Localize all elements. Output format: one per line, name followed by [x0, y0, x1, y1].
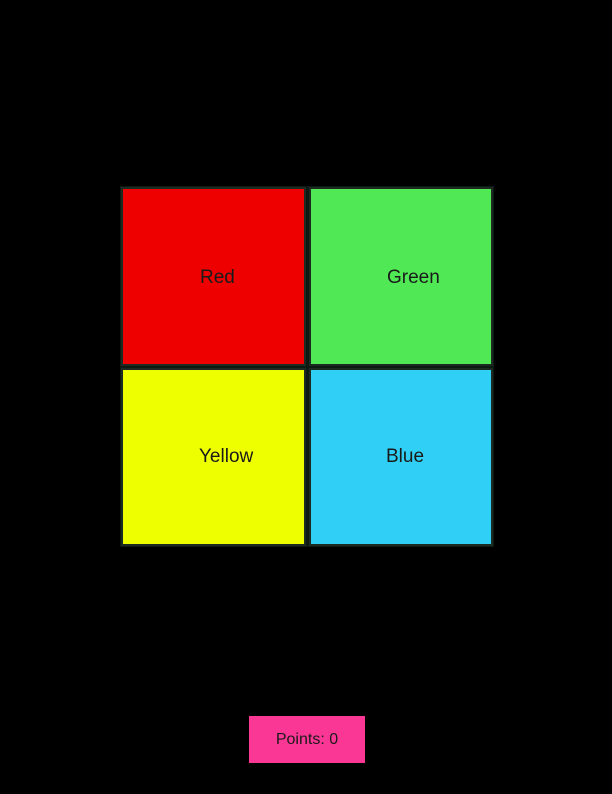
blue-tile-label: Blue: [386, 446, 425, 467]
green-tile[interactable]: Green: [309, 187, 493, 366]
green-tile-label: Green: [387, 267, 440, 288]
red-tile[interactable]: Red: [121, 187, 306, 366]
yellow-tile[interactable]: Yellow: [121, 368, 306, 546]
points-counter-text: Points: 0: [275, 730, 339, 748]
color-board: Red Green Yellow Blue: [120, 186, 494, 547]
red-tile-label: Red: [200, 267, 235, 288]
yellow-tile-label: Yellow: [199, 446, 254, 467]
points-counter: Points: 0: [249, 716, 365, 763]
blue-tile[interactable]: Blue: [309, 368, 493, 546]
